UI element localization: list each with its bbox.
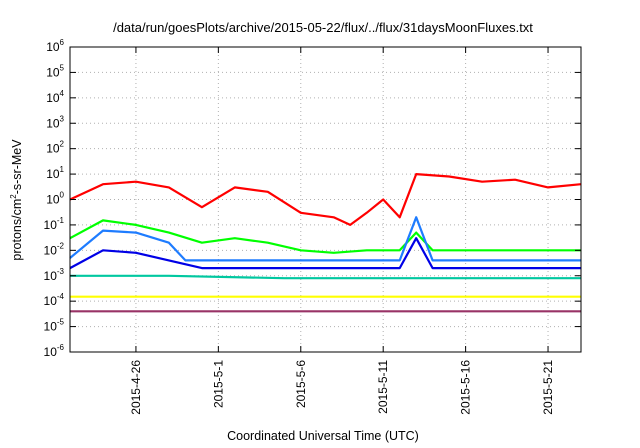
y-tick-label: 104 xyxy=(46,89,64,105)
y-tick-label: 106 xyxy=(46,38,64,54)
x-ticks: 2015-4-26 2015-5-1 2015-5-6 2015-5-11 2015-5… xyxy=(129,47,555,415)
y-tick-base: 10 xyxy=(44,294,58,308)
series-line xyxy=(69,216,581,262)
y-tick-exponent: -1 xyxy=(57,216,65,225)
y-tick-label: 100 xyxy=(46,191,64,207)
y-tick-exponent: 5 xyxy=(60,63,65,72)
y-tick-label: 10-5 xyxy=(44,318,65,334)
x-axis-label: Coordinated Universal Time (UTC) xyxy=(227,429,419,443)
y-axis-label-sup: 2 xyxy=(9,194,18,199)
y-tick-exponent: -2 xyxy=(57,241,65,250)
y-tick-label: 10-1 xyxy=(44,216,65,232)
y-tick-label: 101 xyxy=(46,165,64,181)
x-tick-label: 2015-5-11 xyxy=(376,360,390,414)
y-tick-label: 105 xyxy=(46,63,64,79)
y-tick-base: 10 xyxy=(46,167,60,181)
y-tick-base: 10 xyxy=(46,116,60,130)
y-axis-label-pre: protons/cm xyxy=(10,199,24,261)
y-tick-base: 10 xyxy=(46,193,60,207)
y-tick-exponent: 6 xyxy=(60,38,65,47)
y-tick-exponent: -6 xyxy=(57,343,65,352)
y-ticks: 10-610-510-410-310-210-11001011021031041… xyxy=(44,38,581,359)
y-tick-exponent: 0 xyxy=(60,191,65,200)
y-tick-label: 102 xyxy=(46,140,64,156)
y-tick-label: 10-2 xyxy=(44,241,65,257)
series-line xyxy=(69,173,582,226)
y-tick-base: 10 xyxy=(46,142,60,156)
y-tick-base: 10 xyxy=(44,269,58,283)
y-tick-base: 10 xyxy=(44,320,58,334)
y-tick-exponent: 2 xyxy=(60,140,65,149)
y-tick-label: 103 xyxy=(46,114,64,130)
x-tick-label: 2015-4-26 xyxy=(129,360,143,415)
y-tick-base: 10 xyxy=(46,65,60,79)
y-tick-base: 10 xyxy=(44,345,58,359)
chart-title: /data/run/goesPlots/archive/2015-05-22/f… xyxy=(113,20,533,35)
series-line xyxy=(70,274,581,280)
y-tick-exponent: 3 xyxy=(60,114,65,123)
y-tick-base: 10 xyxy=(44,218,58,232)
x-tick-label: 2015-5-1 xyxy=(211,360,225,408)
y-tick-exponent: -5 xyxy=(57,318,65,327)
y-tick-exponent: 1 xyxy=(60,165,65,174)
y-axis-label-post: -s-sr-MeV xyxy=(10,139,24,195)
y-tick-exponent: 4 xyxy=(60,89,65,98)
y-tick-base: 10 xyxy=(46,40,60,54)
y-tick-base: 10 xyxy=(46,91,60,105)
y-tick-label: 10-4 xyxy=(44,292,65,308)
x-tick-label: 2015-5-21 xyxy=(541,360,555,415)
series-line xyxy=(69,237,581,270)
x-tick-label: 2015-5-6 xyxy=(294,360,308,408)
y-tick-label: 10-6 xyxy=(44,343,65,359)
series-line xyxy=(69,219,581,254)
y-tick-exponent: -3 xyxy=(57,267,65,276)
y-tick-label: 10-3 xyxy=(44,267,65,283)
series-lines xyxy=(69,173,582,313)
y-axis-label: protons/cm2-s-sr-MeV xyxy=(9,139,24,261)
y-tick-base: 10 xyxy=(44,243,58,257)
x-tick-label: 2015-5-16 xyxy=(459,360,473,415)
y-tick-exponent: -4 xyxy=(57,292,65,301)
